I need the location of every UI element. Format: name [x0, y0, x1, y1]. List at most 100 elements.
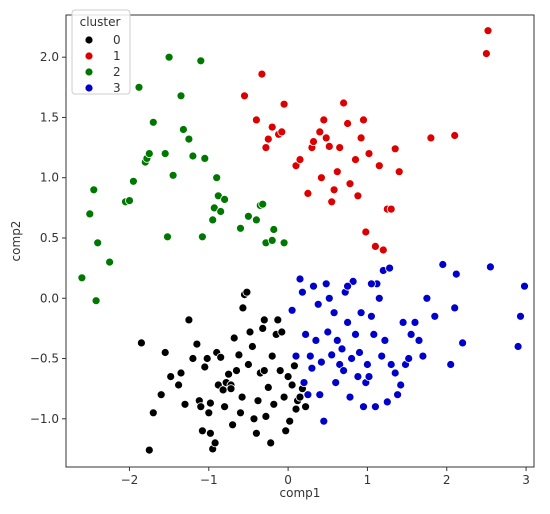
- data-point-cluster-3: [324, 293, 334, 303]
- data-point-cluster-3: [406, 329, 416, 339]
- legend-items: 0 1 2 3: [84, 33, 121, 95]
- data-point-cluster-2: [212, 173, 222, 183]
- legend: cluster 0 1 2 3: [71, 9, 131, 95]
- data-point-cluster-0: [275, 366, 285, 376]
- data-point-cluster-0: [229, 333, 239, 343]
- data-point-cluster-0: [263, 382, 273, 392]
- data-point-cluster-0: [192, 339, 202, 349]
- data-point-cluster-0: [261, 411, 271, 421]
- data-point-cluster-3: [430, 311, 440, 321]
- data-point-cluster-3: [516, 311, 525, 321]
- data-point-cluster-0: [200, 362, 210, 372]
- y-tick-label: 1.0: [40, 171, 59, 185]
- data-point-cluster-0: [267, 351, 277, 361]
- legend-marker-1: [84, 51, 94, 61]
- data-point-cluster-3: [410, 317, 420, 327]
- data-point-cluster-0: [269, 399, 279, 409]
- data-point-cluster-3: [348, 276, 358, 286]
- data-point-cluster-2: [216, 207, 226, 216]
- x-tick-label: −1: [200, 473, 218, 487]
- data-point-cluster-2: [89, 185, 99, 195]
- data-point-cluster-1: [327, 197, 337, 207]
- data-point-cluster-3: [327, 350, 337, 360]
- data-point-cluster-0: [210, 438, 220, 448]
- data-point-cluster-1: [263, 134, 273, 144]
- data-point-cluster-3: [485, 262, 495, 272]
- y-tick-label: −0.5: [30, 352, 59, 366]
- data-point-cluster-2: [85, 209, 95, 219]
- data-point-cluster-1: [426, 133, 436, 143]
- data-point-cluster-2: [134, 82, 144, 92]
- data-point-cluster-3: [451, 269, 461, 279]
- data-point-cluster-1: [277, 127, 287, 137]
- data-point-cluster-1: [309, 137, 318, 147]
- y-tick-label: 0.0: [40, 291, 59, 305]
- data-point-cluster-0: [226, 384, 236, 394]
- legend-marker-0: [84, 35, 94, 45]
- data-point-cluster-3: [319, 416, 329, 426]
- data-point-cluster-1: [378, 245, 388, 255]
- data-point-cluster-3: [303, 390, 313, 400]
- data-point-cluster-0: [176, 368, 186, 378]
- data-point-cluster-3: [355, 348, 364, 357]
- data-point-cluster-1: [316, 173, 326, 183]
- data-point-cluster-1: [339, 98, 349, 108]
- data-point-cluster-0: [238, 303, 248, 313]
- data-point-cluster-0: [273, 315, 283, 325]
- data-point-cluster-2: [148, 117, 158, 127]
- data-point-cluster-3: [359, 402, 368, 412]
- data-point-cluster-0: [281, 426, 291, 436]
- data-point-cluster-3: [315, 390, 325, 400]
- data-point-cluster-3: [343, 281, 353, 291]
- data-point-cluster-0: [289, 361, 299, 371]
- data-point-cluster-0: [258, 323, 268, 333]
- y-tick-label: 2.0: [40, 50, 59, 64]
- data-point-cluster-0: [180, 399, 190, 409]
- data-point-cluster-3: [353, 372, 363, 382]
- x-axis-ticks: −2 −1 0 1 2 3: [121, 467, 530, 487]
- data-point-cluster-1: [251, 115, 261, 125]
- data-point-cluster-2: [279, 238, 289, 248]
- data-point-cluster-3: [390, 368, 400, 378]
- data-point-cluster-1: [364, 149, 374, 159]
- data-point-cluster-2: [178, 125, 188, 134]
- data-point-cluster-3: [386, 360, 396, 369]
- x-tick-label: 0: [284, 473, 292, 487]
- data-point-cluster-3: [458, 338, 468, 348]
- data-point-cluster-0: [279, 392, 289, 402]
- data-point-cluster-1: [291, 161, 301, 171]
- legend-label-2: 2: [113, 65, 121, 79]
- data-point-cluster-2: [164, 52, 174, 62]
- data-point-cluster-3: [343, 317, 353, 327]
- data-point-cluster-3: [380, 335, 390, 345]
- x-tick-label: −2: [121, 473, 139, 487]
- data-point-cluster-2: [208, 215, 218, 225]
- data-point-cluster-1: [345, 179, 355, 189]
- data-point-cluster-3: [396, 380, 406, 390]
- data-point-cluster-3: [362, 360, 372, 369]
- data-point-cluster-0: [236, 408, 245, 418]
- data-point-cluster-0: [205, 398, 215, 408]
- data-point-cluster-2: [184, 134, 194, 144]
- data-point-cluster-3: [356, 308, 366, 318]
- data-point-cluster-0: [259, 315, 269, 325]
- data-point-cluster-2: [188, 151, 198, 161]
- data-point-cluster-3: [337, 344, 347, 354]
- data-point-cluster-0: [204, 408, 214, 418]
- data-point-cluster-0: [218, 385, 228, 395]
- data-point-cluster-2: [220, 194, 230, 204]
- data-point-cluster-2: [176, 91, 186, 101]
- y-axis-ticks: −1.0 −0.5 0.0 0.5 1.0 1.5 2.0: [30, 50, 66, 426]
- data-point-cluster-0: [259, 366, 269, 376]
- data-point-cluster-1: [319, 115, 329, 125]
- data-point-cluster-1: [394, 167, 404, 177]
- data-point-cluster-3: [418, 351, 428, 361]
- data-point-cluster-3: [329, 308, 339, 318]
- data-point-cluster-1: [390, 144, 400, 154]
- data-point-cluster-0: [232, 366, 241, 376]
- data-point-cluster-3: [351, 329, 360, 339]
- data-point-cluster-3: [404, 354, 414, 363]
- data-point-cluster-3: [520, 281, 529, 291]
- data-point-cluster-2: [125, 196, 134, 206]
